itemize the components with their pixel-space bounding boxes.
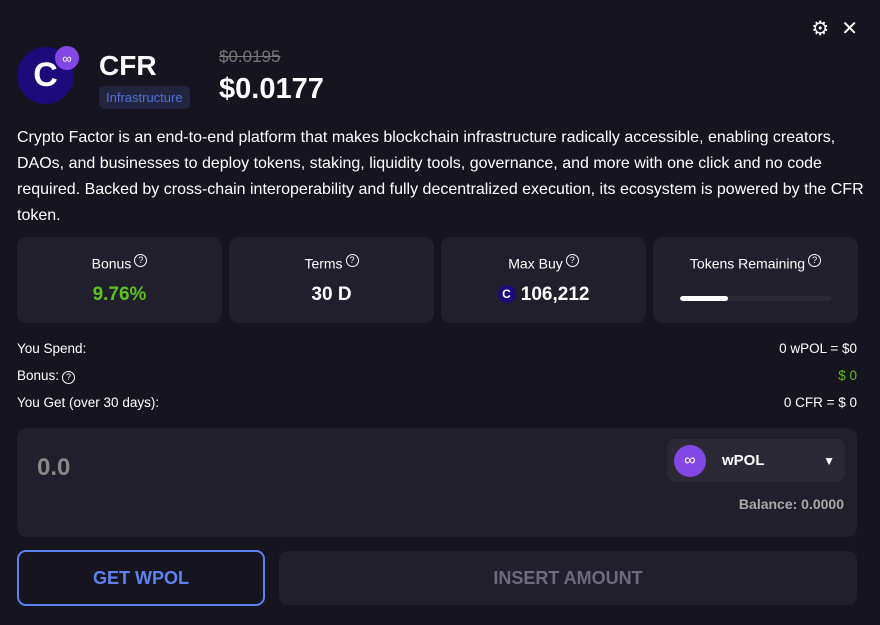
close-icon[interactable]: ✕ — [841, 18, 858, 40]
terms-value: 30 D — [311, 283, 352, 305]
polygon-token-icon: ∞ — [674, 444, 706, 477]
token-selector[interactable]: ∞ wPOL ▼ — [667, 439, 845, 482]
insert-amount-button[interactable]: INSERT AMOUNT — [279, 551, 857, 605]
max-buy-value: 106,212 — [520, 283, 590, 305]
purchase-summary: You Spend: 0 wPOL = $0 Bonus:? $ 0 You Get… — [17, 341, 857, 422]
help-icon[interactable]: ? — [62, 371, 76, 384]
cfr-token-icon: C — [497, 284, 516, 303]
help-icon[interactable]: ? — [345, 254, 359, 267]
top-actions: ⚙ ✕ — [811, 16, 858, 41]
help-icon[interactable]: ? — [134, 254, 148, 267]
bonus-card: Bonus? 9.76% — [17, 237, 222, 323]
get-wpol-button[interactable]: GET WPOL — [17, 550, 265, 606]
token-symbol: CFR — [99, 50, 157, 81]
category-badge: Infrastructure — [99, 86, 190, 109]
max-buy-label: Max Buy — [508, 255, 563, 272]
bonus-label: Bonus — [91, 255, 132, 272]
tokens-remaining-progress — [679, 295, 832, 301]
polygon-chain-icon: ∞ — [55, 46, 79, 70]
help-icon[interactable]: ? — [808, 254, 822, 267]
amount-input-panel: 0.0 ∞ wPOL ▼ Balance: 0.0000 — [17, 428, 857, 537]
summary-row: You Get (over 30 days): 0 CFR = $ 0 — [17, 395, 857, 410]
summary-row: You Spend: 0 wPOL = $0 — [17, 341, 857, 356]
token-name: wPOL — [722, 452, 765, 469]
caret-down-icon: ▼ — [823, 453, 835, 468]
max-buy-card: Max Buy? C 106,212 — [441, 237, 646, 323]
current-price: $0.0177 — [219, 73, 324, 105]
amount-input[interactable]: 0.0 — [37, 454, 71, 481]
old-price: $0.0195 — [219, 47, 281, 66]
help-icon[interactable]: ? — [565, 254, 579, 267]
terms-label: Terms — [304, 255, 343, 272]
summary-row: Bonus:? $ 0 — [17, 368, 857, 384]
token-description: Crypto Factor is an end-to-end platform … — [17, 129, 864, 224]
balance-text: Balance: 0.0000 — [738, 496, 844, 512]
tokens-remaining-label: Tokens Remaining — [689, 255, 806, 272]
tokens-remaining-card: Tokens Remaining? — [653, 237, 858, 323]
bonus-value: 9.76% — [92, 283, 147, 305]
gear-icon[interactable]: ⚙ — [811, 18, 830, 40]
stats-cards: Bonus? 9.76% Terms? 30 D Max Buy? C 106,… — [17, 237, 858, 323]
terms-card: Terms? 30 D — [229, 237, 434, 323]
